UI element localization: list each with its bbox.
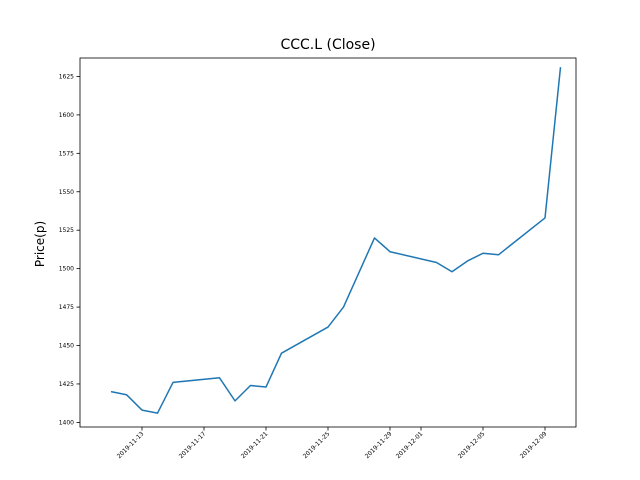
axes-frame [79, 57, 577, 428]
chart-title: CCC.L (Close) [280, 37, 375, 53]
y-tick-label: 1500 [59, 266, 74, 273]
y-tick-label: 1625 [59, 73, 74, 80]
y-tick-label: 1400 [59, 419, 74, 426]
x-tick-label: 2019-11-13 [116, 430, 146, 460]
x-tick-label: 2019-11-25 [302, 430, 332, 460]
x-tick-label: 2019-12-05 [457, 430, 487, 460]
y-tick-label: 1550 [59, 189, 74, 196]
y-tick-label: 1425 [59, 381, 74, 388]
y-tick-label: 1600 [59, 112, 74, 119]
x-tick-label: 2019-11-17 [178, 430, 208, 460]
series-line [110, 67, 562, 414]
y-axis-label: Price(p) [33, 221, 47, 267]
x-tick-label: 2019-11-29 [364, 430, 394, 460]
y-tick-label: 1525 [59, 227, 74, 234]
x-ticks: 2019-11-13 2019-11-17 2019-11-21 2019-11-25… [116, 427, 549, 460]
y-tick-label: 1575 [59, 150, 74, 157]
y-tick-label: 1450 [59, 343, 74, 350]
y-ticks: 1400 1425 1450 1475 1500 1525 1550 1575 1600 1625 [59, 73, 80, 426]
x-tick-label: 2019-11-21 [240, 430, 270, 460]
x-tick-label: 2019-12-01 [395, 430, 425, 460]
x-tick-label: 2019-12-09 [519, 430, 549, 460]
y-tick-label: 1475 [59, 304, 74, 311]
plot-area [110, 67, 562, 414]
